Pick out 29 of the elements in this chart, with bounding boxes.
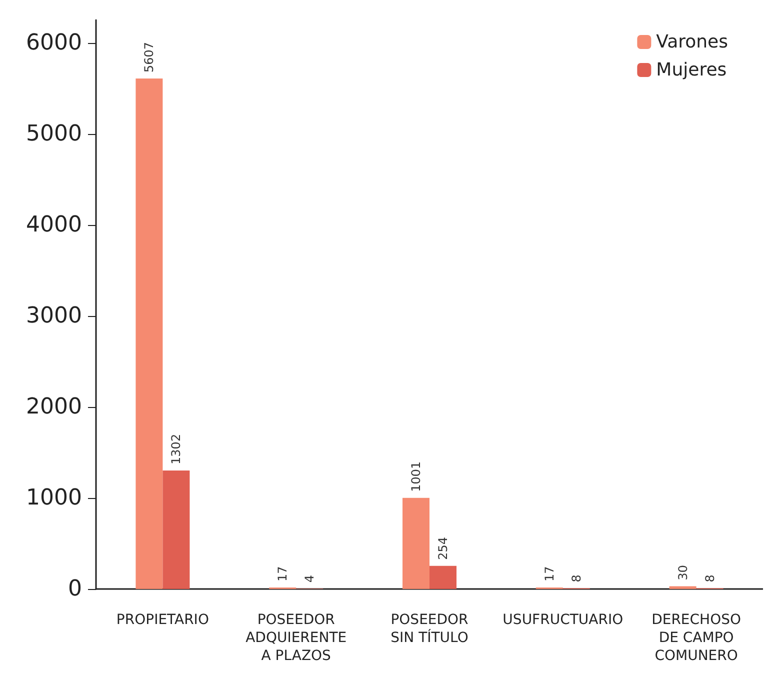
data-label: 17 <box>276 566 290 582</box>
y-tick-label: 2000 <box>26 394 82 420</box>
data-label: 1302 <box>169 434 184 464</box>
y-tick-label: 4000 <box>26 212 82 238</box>
data-label: 8 <box>569 574 584 582</box>
x-tick-label: POSEEDOR ADQUIERENTE A PLAZOS <box>246 612 347 664</box>
y-tick-label: 0 <box>68 576 82 602</box>
data-label: 17 <box>542 566 556 582</box>
data-label: 30 <box>676 564 690 580</box>
bar <box>669 586 696 589</box>
x-tick-label: DERECHOSO DE CAMPO COMUNERO <box>652 612 742 664</box>
bar <box>136 78 163 589</box>
y-tick-label: 5000 <box>26 121 82 146</box>
data-label: 8 <box>702 574 717 582</box>
data-label: 5607 <box>142 42 156 73</box>
data-label: 254 <box>436 536 450 560</box>
x-tick-label: PROPIETARIO <box>116 612 209 628</box>
y-tick-label: 3000 <box>26 303 82 328</box>
data-label: 4 <box>302 574 317 583</box>
bar <box>402 498 430 589</box>
y-tick-label: 6000 <box>26 30 82 56</box>
y-tick-label: 1000 <box>26 485 82 510</box>
legend-label: Varones <box>656 32 728 52</box>
bar <box>162 470 190 589</box>
bar <box>430 566 456 589</box>
x-tick-label: POSEEDOR SIN TÍTULO <box>390 612 469 646</box>
data-label: 1001 <box>409 461 423 492</box>
legend-label: Mujeres <box>656 60 727 80</box>
x-tick-label: USUFRUCTUARIO <box>502 612 624 628</box>
